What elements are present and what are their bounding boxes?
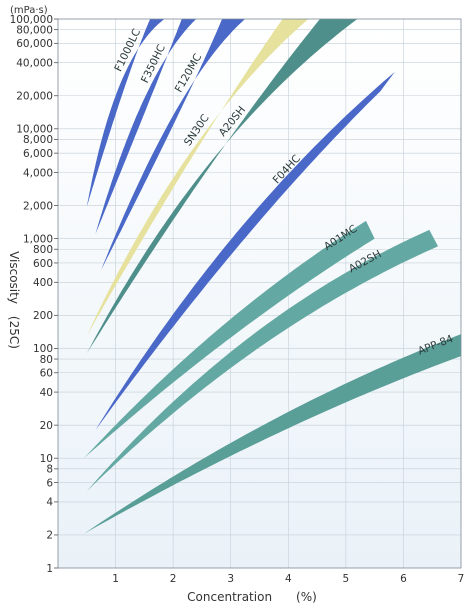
series-bands (83, 19, 462, 534)
y-tick-label: 4 (46, 497, 53, 509)
y-tick-label: 2 (46, 530, 53, 542)
y-tick-label: 6 (46, 477, 53, 489)
y-tick-label: 4,000 (23, 167, 53, 179)
x-tick-label: 6 (400, 573, 407, 585)
band-a01mc (83, 220, 375, 459)
x-tick-label: 1 (112, 573, 119, 585)
y-tick-label: 8,000 (23, 134, 53, 146)
y-tick-label: 800 (33, 244, 53, 256)
x-tick-label: 4 (285, 573, 292, 585)
y-tick-label: 80 (40, 354, 53, 366)
y-tick-label: 60,000 (16, 38, 53, 50)
x-tick-label: 7 (458, 573, 465, 585)
y-tick-label: 200 (33, 310, 53, 322)
y-tick-label: 10,000 (16, 124, 53, 136)
y-tick-label: 60 (40, 368, 53, 380)
x-axis-title: Concentration (%) (187, 590, 317, 604)
y-axis-unit: (mPa·s) (10, 5, 48, 16)
y-tick-label: 6,000 (23, 148, 53, 160)
plot-area (58, 19, 461, 568)
band-app-84 (83, 334, 462, 534)
x-tick-label: 2 (170, 573, 177, 585)
y-tick-label: 80,000 (16, 24, 53, 36)
y-tick-label: 20,000 (16, 91, 53, 103)
y-tick-label: 20 (40, 420, 53, 432)
y-tick-label: 600 (33, 258, 53, 270)
y-tick-label: 1,000 (23, 233, 53, 245)
y-tick-label: 2,000 (23, 200, 53, 212)
y-tick-label: 1 (46, 563, 53, 575)
x-tick-label: 5 (343, 573, 350, 585)
x-tick-label: 3 (227, 573, 234, 585)
y-tick-label: 10 (40, 453, 53, 465)
y-axis-title: Viscosity (25C) (7, 251, 21, 349)
y-tick-label: 100,000 (10, 14, 53, 26)
y-tick-label: 40,000 (16, 57, 53, 69)
y-tick-label: 100 (33, 343, 53, 355)
x-axis-ticks: 1 2 3 4 5 6 7 (112, 573, 464, 585)
band-a02sh (86, 229, 439, 492)
plot-frame (57, 18, 462, 569)
y-tick-label: 8 (46, 464, 53, 476)
y-tick-label: 400 (33, 277, 53, 289)
y-tick-label: 40 (40, 387, 53, 399)
